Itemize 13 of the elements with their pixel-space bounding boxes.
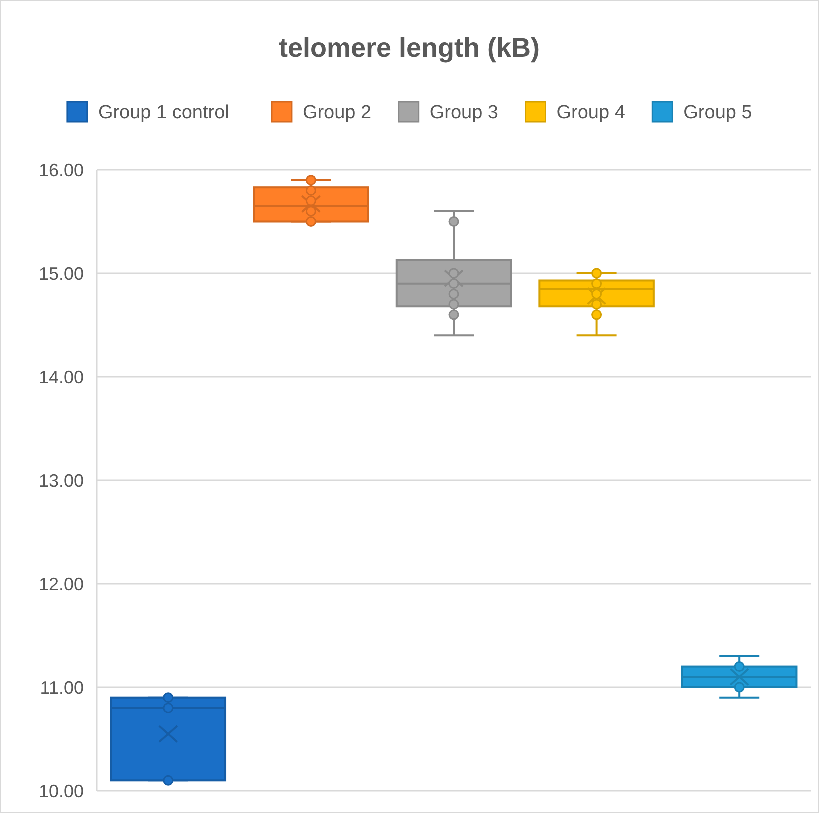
legend-label: Group 2: [302, 102, 372, 124]
y-tick-label: 10.00: [38, 781, 84, 802]
legend-label: Group 3: [430, 102, 499, 124]
legend-label: Group 4: [556, 102, 626, 124]
legend-label: Group 1 control: [98, 102, 230, 124]
chart-title: telomere length (kB): [278, 33, 540, 63]
y-tick-label: 15.00: [38, 264, 84, 284]
y-tick-label: 12.00: [38, 574, 84, 594]
legend-label: Group 5: [684, 102, 752, 124]
y-tick-label: 13.00: [38, 470, 84, 491]
y-tick-label: 16.00: [38, 160, 84, 180]
y-tick-label: 11.00: [40, 678, 84, 698]
y-tick-label: 14.00: [38, 367, 84, 388]
